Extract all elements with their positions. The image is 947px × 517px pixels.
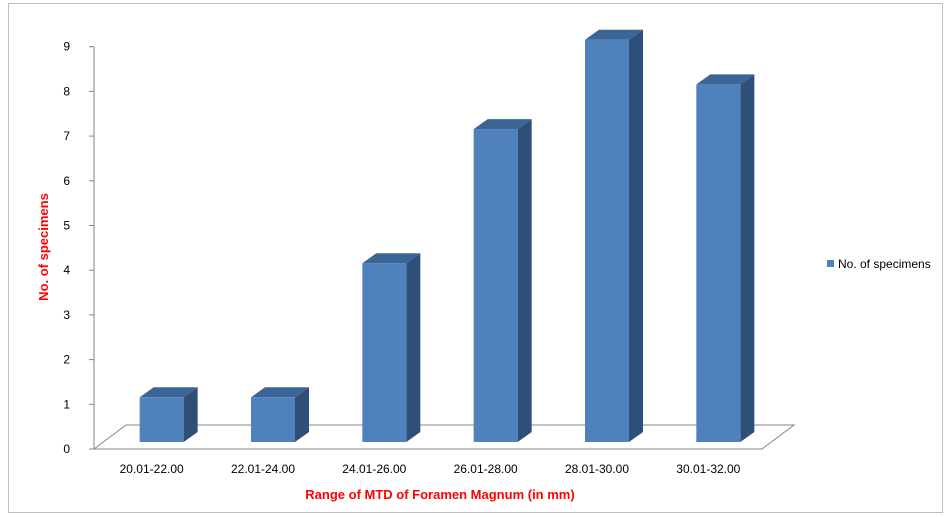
- x-tick-label: 30.01-32.00: [676, 462, 740, 476]
- floor-plane: [92, 424, 796, 450]
- chart-floor: [92, 424, 796, 450]
- x-tick-label: 20.01-22.00: [120, 462, 184, 476]
- bar-front: [362, 263, 407, 442]
- x-tick-label: 24.01-26.00: [342, 462, 406, 476]
- bar-front: [139, 397, 184, 442]
- bar-top: [696, 74, 755, 85]
- y-tick-label: 9: [63, 40, 70, 54]
- y-axis-title: No. of specimens: [36, 193, 51, 301]
- bar-front: [585, 39, 629, 442]
- y-tick-label: 6: [63, 174, 70, 188]
- bar: [473, 119, 532, 442]
- x-tick-label: 26.01-28.00: [454, 462, 518, 476]
- x-tick-labels: 20.01-22.00 22.01-24.00 24.01-26.00 26.01-2…: [120, 462, 741, 476]
- y-tick-label: 7: [63, 129, 70, 143]
- y-tick-label: 0: [63, 442, 70, 456]
- legend: No. of specimens: [827, 257, 931, 271]
- bar-top: [251, 387, 309, 398]
- bar-top: [139, 387, 198, 398]
- bar-side: [406, 253, 421, 442]
- y-tick-labels: 0 1 2 3 4 5 6 7 8 9: [63, 40, 94, 456]
- y-tick-label: 8: [63, 84, 70, 98]
- bar: [696, 74, 755, 443]
- bar-side: [740, 74, 755, 443]
- bars: [139, 29, 755, 443]
- y-tick-label: 5: [63, 219, 70, 233]
- bar: [251, 387, 309, 442]
- bar: [139, 387, 198, 442]
- bar-side: [295, 387, 309, 442]
- y-tick-label: 3: [63, 308, 70, 322]
- bar-front: [251, 397, 295, 442]
- chart-frame: [8, 3, 943, 513]
- bar-side: [183, 387, 198, 442]
- bar-front: [696, 84, 741, 443]
- bar-top: [585, 29, 643, 40]
- bar-top: [473, 119, 532, 130]
- x-axis-title: Range of MTD of Foramen Magnum (in mm): [305, 487, 574, 502]
- y-tick-label: 2: [63, 353, 70, 367]
- bar-side: [517, 119, 532, 442]
- x-tick-label: 22.01-24.00: [231, 462, 295, 476]
- legend-label: No. of specimens: [838, 257, 931, 271]
- bar-top: [362, 253, 421, 264]
- legend-swatch: [827, 260, 834, 267]
- bar-side: [629, 29, 643, 442]
- y-tick-label: 1: [63, 397, 70, 411]
- bar-front: [473, 129, 518, 442]
- bar: [362, 253, 421, 442]
- y-tick-label: 4: [63, 263, 70, 277]
- bar: [585, 29, 643, 442]
- x-tick-label: 28.01-30.00: [565, 462, 629, 476]
